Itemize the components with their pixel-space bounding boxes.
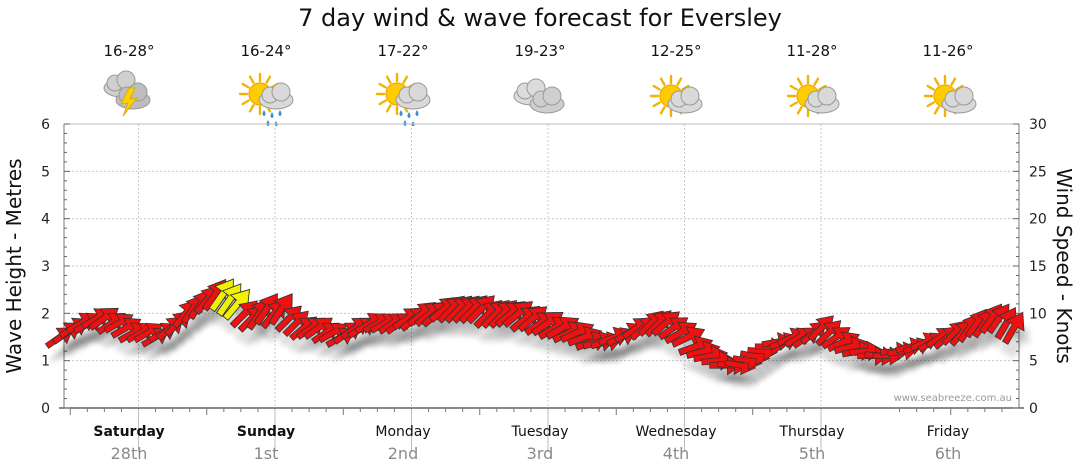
day-name-4: Wednesday [635,424,716,440]
day-date-4: 4th [663,444,690,463]
arrow-shadow [397,322,427,344]
y-tick-label-left: 5 [41,164,50,180]
arrow-shadow [627,332,655,353]
day-date-1: 1st [254,444,279,463]
day-date-5: 5th [799,444,826,463]
arrow-shadow [915,346,945,365]
arrow-shadow [186,309,208,338]
chart-grid [63,123,1020,452]
y-tick-label-left: 6 [41,117,50,133]
chart-axes: 0 1 2 3 4 5 6 0 5 10 15 20 25 30 [41,117,1047,417]
day-name-3: Tuesday [511,424,569,440]
y-tick-label-right: 30 [1029,117,1047,133]
sun-cloud-icon [921,70,981,126]
day-name-2: Monday [375,424,430,440]
day-temp-4: 12-25° [650,42,702,60]
arrow-shadow [345,332,375,354]
wind-arrow [222,288,251,321]
y-tick-label-left: 4 [41,212,50,228]
wind-arrows [44,278,1025,376]
sun-cloud-rain-icon [375,70,435,127]
day-date-3: 3rd [527,444,554,463]
day-name-5: Thursday [778,424,844,440]
sun-cloud-icon [647,70,707,126]
y-tick-label-left: 3 [41,259,50,275]
y-tick-label-left: 1 [41,354,50,370]
arrow-shadow [383,327,411,349]
arrow-shadow [930,342,958,362]
thunderstorm-icon [101,70,161,126]
day-name-1: Sunday [237,424,295,440]
day-temp-6: 11-26° [922,42,974,60]
day-name-6: Friday [927,424,969,440]
day-date-2: 2nd [388,444,418,463]
y-tick-label-right: 10 [1029,306,1047,322]
wind-arrow [268,293,293,326]
day-temp-1: 16-24° [240,42,292,60]
day-labels: Saturday 28th Sunday 1st Monday 2nd Tuesday 3rd… [93,424,969,463]
y-tick-label-left: 0 [41,401,50,417]
day-temp-3: 19-23° [514,42,566,60]
day-date-0: 28th [111,444,148,463]
arrow-shadow [766,346,798,365]
y-tick-label-right: 5 [1029,354,1038,370]
sun-cloud-icon [784,70,844,126]
day-date-6: 6th [935,444,962,463]
day-name-0: Saturday [93,424,164,440]
y-tick-label-left: 2 [41,306,50,322]
arrow-shadow [900,351,930,369]
y-tick-label-right: 0 [1029,401,1038,417]
y-tick-label-right: 15 [1029,259,1047,275]
wind-arrow [1001,311,1025,345]
day-temp-0: 16-28° [103,42,155,60]
y-tick-label-right: 25 [1029,164,1047,180]
chart-title: 7 day wind & wave forecast for Eversley [298,4,782,32]
cloud-icon [511,72,571,128]
day-temp-2: 17-22° [377,42,429,60]
day-temp-5: 11-28° [786,42,838,60]
y-tick-label-right: 20 [1029,212,1047,228]
watermark: www.seabreeze.com.au [894,393,1012,404]
sun-cloud-rain-icon [238,70,298,127]
